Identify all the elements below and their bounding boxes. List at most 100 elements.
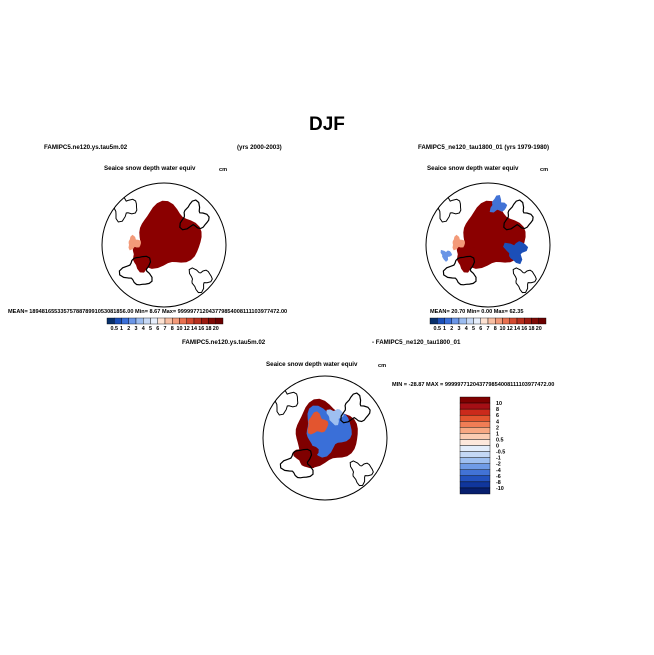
coastline (340, 392, 371, 424)
colorbar-swatch (215, 317, 224, 325)
colorbar-tick-label: 0.5 (111, 326, 119, 332)
colorbar-swatch (459, 445, 491, 452)
colorbar-swatch (106, 317, 115, 325)
colorbar-tick-label: 4 (496, 419, 499, 425)
colorbar-swatch (459, 421, 491, 428)
left-years-label: (yrs 2000-2003) (237, 144, 282, 151)
colorbar-tick-label: 2 (127, 326, 130, 332)
colorbar-swatch (495, 317, 503, 325)
colorbar-tick-label: 4 (142, 326, 145, 332)
colorbar-swatch (444, 317, 452, 325)
colorbar-swatch (459, 402, 491, 410)
hudson-bay-field (456, 243, 483, 273)
colorbar-tick-label: 1 (120, 326, 123, 332)
polar-map-0 (101, 182, 227, 308)
colorbar-swatch (509, 317, 518, 325)
polar-map-2 (262, 375, 388, 501)
colorbar-tick-label: -4 (496, 468, 501, 474)
colorbar-tick-label: 0.5 (434, 326, 442, 332)
colorbar-swatch (459, 396, 491, 404)
colorbar-swatch (459, 439, 491, 446)
map-boundary (262, 375, 388, 501)
colorbar-swatch (157, 317, 166, 325)
colorbar-swatch (459, 433, 491, 440)
colorbar-swatch (459, 451, 491, 458)
colorbar-swatch (531, 317, 539, 325)
colorbar-tick-label: 1 (443, 326, 446, 332)
colorbar-tick-label: 18 (529, 326, 535, 332)
colorbar-tick-label: -10 (496, 486, 504, 492)
colorbar-swatch (459, 408, 491, 416)
colorbar-swatch (143, 317, 151, 325)
colorbar-1: 0.5 1 2 3 4 5 6 7 8 10 12 14 16 18 20 (429, 317, 547, 332)
colorbar-tick-label: 14 (191, 326, 197, 332)
colorbar-swatch (459, 475, 491, 483)
colorbar-swatch (459, 481, 491, 489)
colorbar-swatch (135, 317, 144, 325)
colorbar-tick-label: -2 (496, 462, 501, 468)
left-panel-title: Seaice snow depth water equiv (104, 165, 196, 172)
colorbar-swatch (164, 317, 173, 325)
colorbar-tick-label: 14 (514, 326, 520, 332)
colorbar-tick-label: 5 (472, 326, 475, 332)
right-panel-units: cm (540, 167, 549, 173)
colorbar-swatch (186, 317, 195, 325)
colorbar-swatch (466, 317, 474, 325)
colorbar-swatch (516, 317, 525, 325)
colorbar-tick-label: 10 (500, 326, 506, 332)
diff-stats: MIN = -28.87 MAX = 999997712043779854008… (392, 382, 555, 388)
colorbar-swatch (201, 317, 209, 325)
diff-panel-title: Seaice snow depth water equiv (266, 361, 358, 368)
colorbar-tick-label: -1 (496, 456, 501, 462)
colorbar-tick-label: 6 (156, 326, 159, 332)
colorbar-tick-label: 20 (213, 326, 219, 332)
colorbar-swatch (480, 317, 489, 325)
colorbar-swatch (459, 427, 491, 434)
colorbar-tick-label: 16 (521, 326, 527, 332)
weak-negative-region (326, 409, 344, 426)
page-title: DJF (309, 114, 345, 135)
colorbar-tick-label: 6 (496, 413, 499, 419)
colorbar-tick-label: 2 (496, 425, 499, 431)
colorbar-swatch (458, 317, 467, 325)
hudson-bay-field (132, 243, 159, 273)
colorbar-swatch (193, 317, 202, 325)
coastline (188, 267, 213, 294)
colorbar-tick-label: 4 (465, 326, 468, 332)
colorbar-swatch (128, 317, 137, 325)
colorbar-swatch (208, 317, 216, 325)
colorbar-tick-label: 1 (496, 431, 499, 437)
colorbar-swatch (473, 317, 481, 325)
colorbar-swatch (459, 487, 491, 495)
colorbar-tick-label: 20 (536, 326, 542, 332)
coastline (512, 267, 537, 294)
colorbar-tick-label: 18 (206, 326, 212, 332)
right-case-label: FAMIPC5_ne120_tau1800_01 (yrs 1979-1980) (418, 144, 550, 151)
colorbar-swatch (502, 317, 510, 325)
left-panel-units: cm (219, 167, 228, 173)
right-panel-title: Seaice snow depth water equiv (427, 165, 519, 172)
low-depth-region (503, 241, 529, 265)
colorbar-swatch (437, 317, 445, 325)
colorbar-tick-label: 8 (171, 326, 174, 332)
diff-panel-units: cm (378, 363, 387, 369)
coastline (503, 199, 534, 231)
colorbar-swatch (150, 317, 158, 325)
colorbar-tick-label: -8 (496, 480, 501, 486)
colorbar-tick-label: 10 (177, 326, 183, 332)
colorbar-tick-label: 3 (135, 326, 138, 332)
map-boundary (425, 182, 551, 308)
low-depth-region (440, 249, 453, 262)
colorbar-tick-label: 16 (198, 326, 204, 332)
map-boundary (101, 182, 227, 308)
colorbar-swatch (429, 317, 438, 325)
diff-case-a-label: FAMIPC5.ne120.ys.tau5m.02 (182, 339, 266, 346)
left-stats: MEAN= 1894816553357578878991053081856.00… (8, 309, 288, 315)
colorbar-swatch (538, 317, 547, 325)
colorbar-tick-label: 7 (164, 326, 167, 332)
colorbar-swatch (459, 414, 491, 422)
colorbar-swatch (451, 317, 460, 325)
colorbar-swatch (487, 317, 496, 325)
